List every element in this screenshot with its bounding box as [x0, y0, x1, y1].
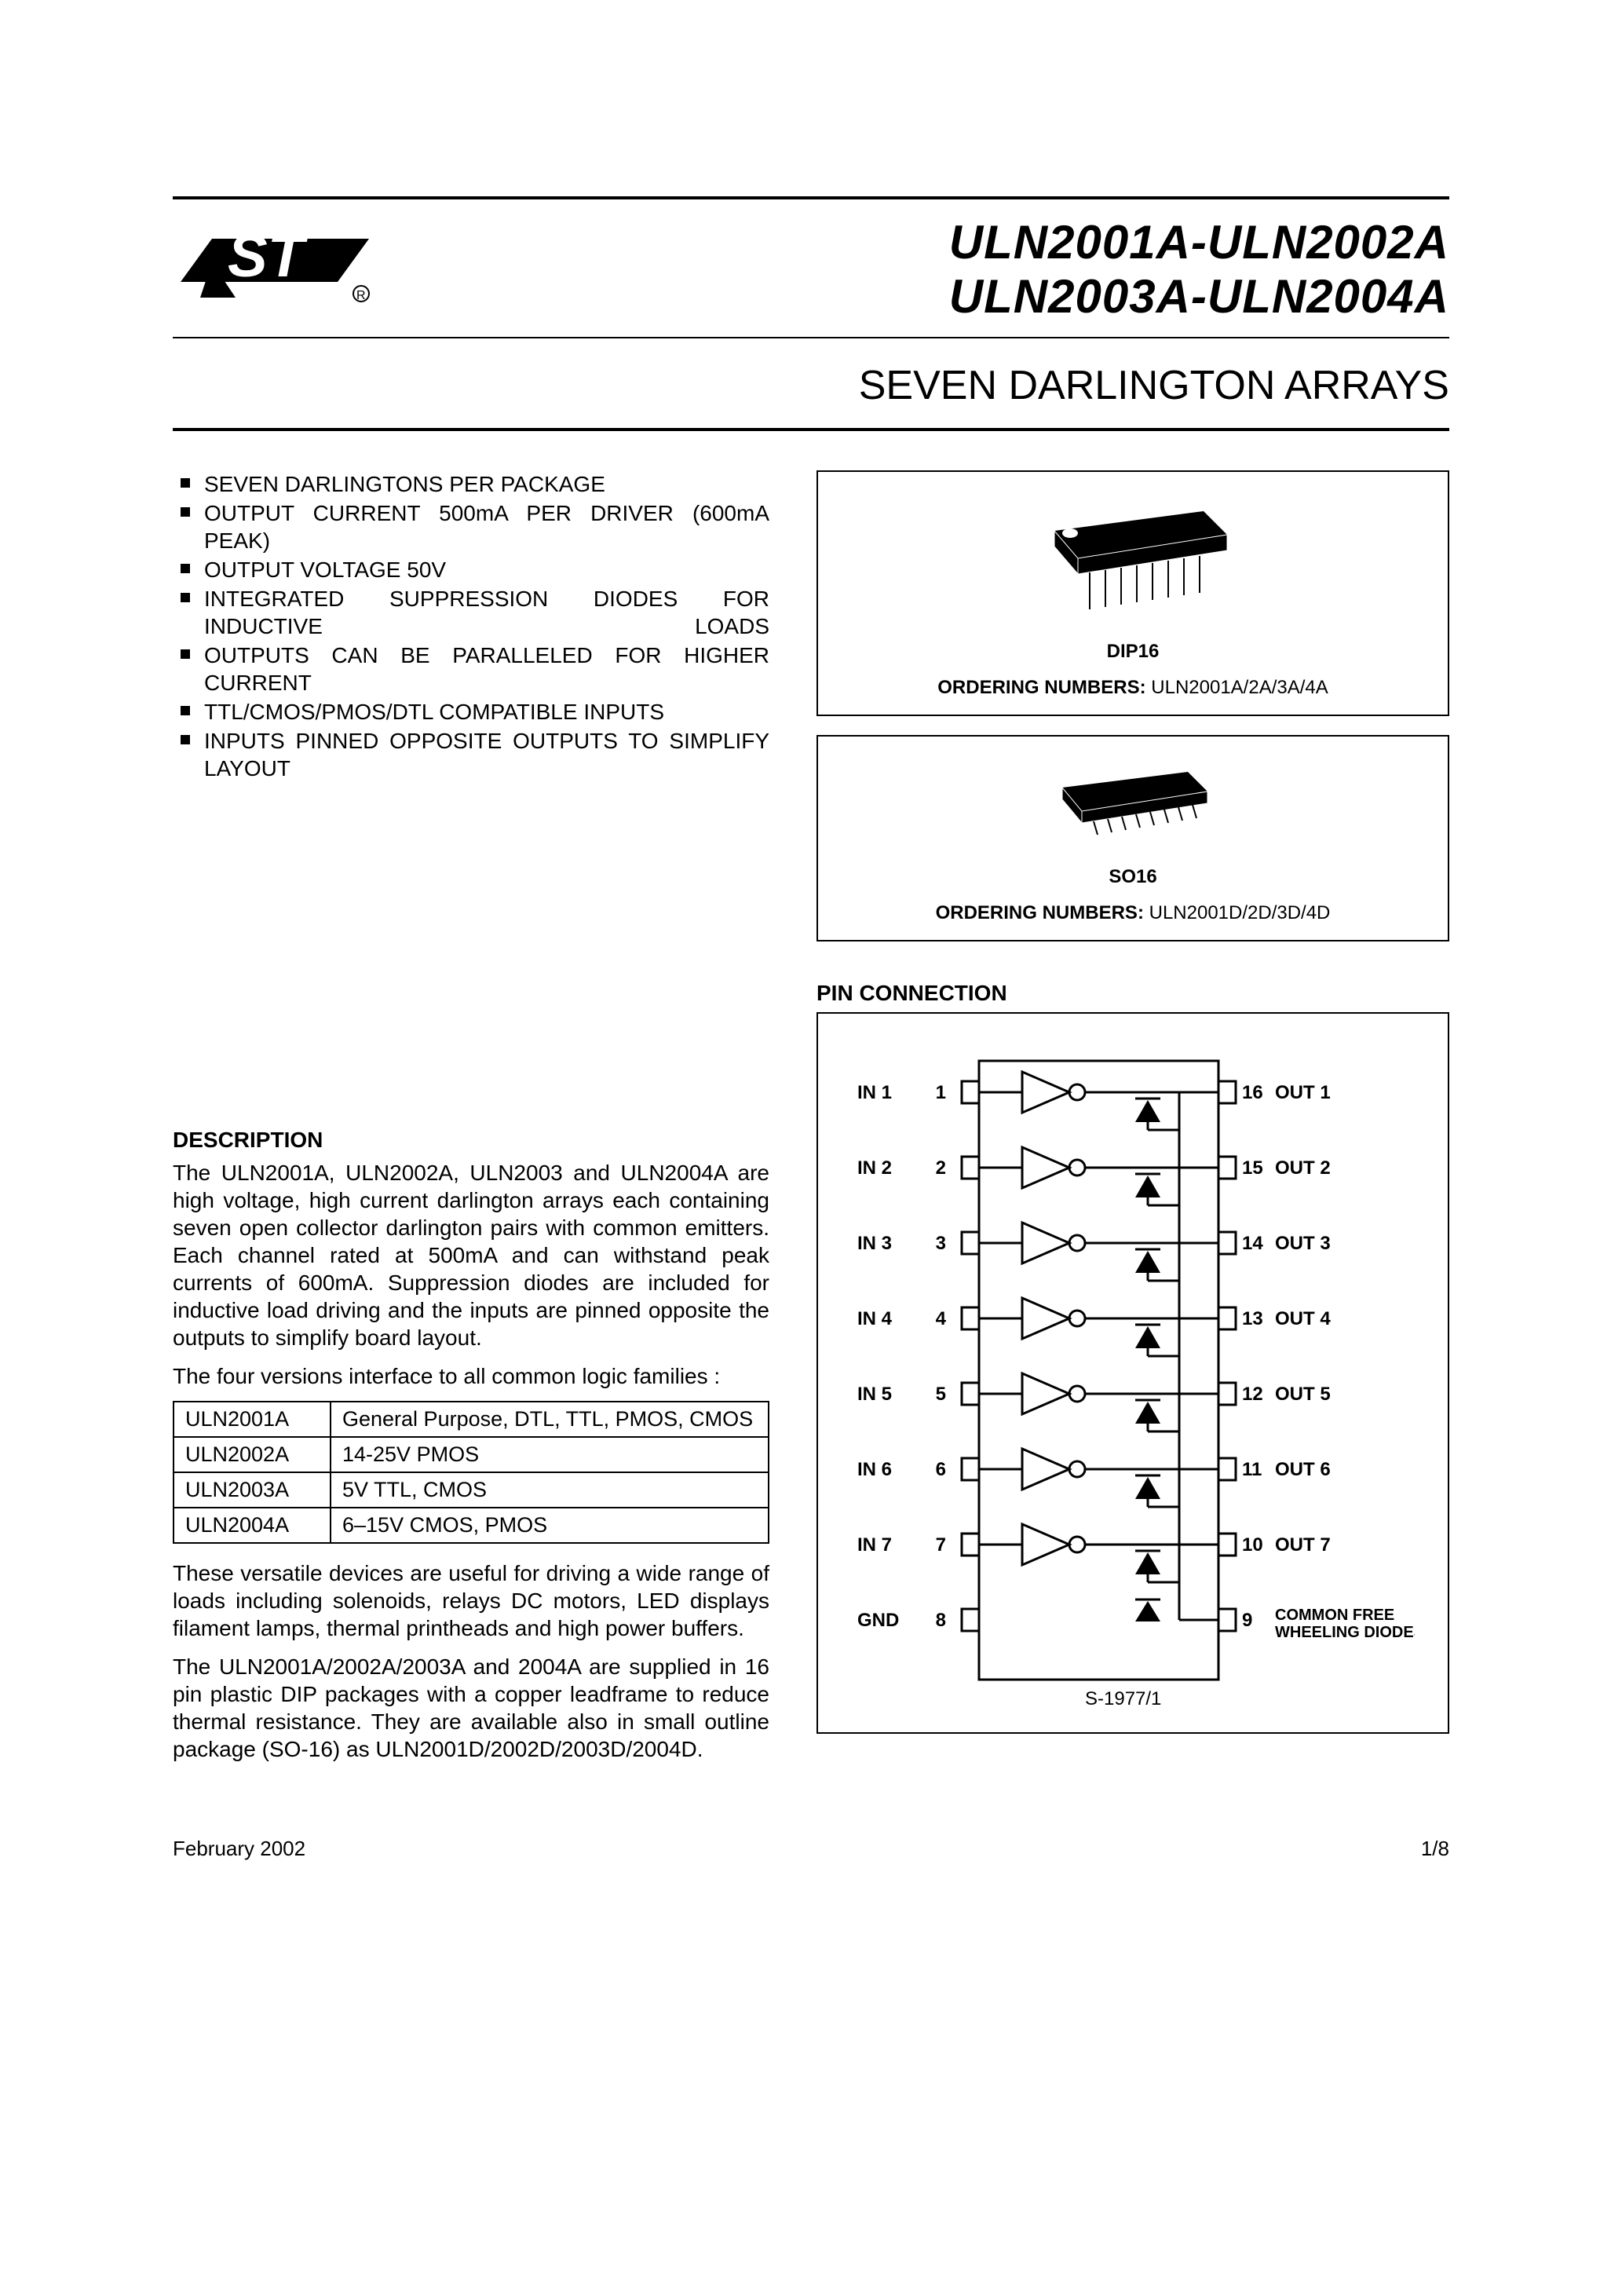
- dip-label: DIP16: [834, 641, 1432, 663]
- feature-item: OUTPUT VOLTAGE 50V: [181, 556, 769, 583]
- svg-text:16: 16: [1242, 1082, 1263, 1103]
- title-line-1: ULN2001A-ULN2002A: [424, 215, 1449, 269]
- so-label: SO16: [834, 866, 1432, 888]
- header: ST R ULN2001A-ULN2002A ULN2003A-ULN2004A: [173, 196, 1449, 329]
- svg-text:OUT 6: OUT 6: [1275, 1459, 1331, 1480]
- svg-text:15: 15: [1242, 1157, 1263, 1179]
- so-ordering: ORDERING NUMBERS: ULN2001D/2D/3D/4D: [834, 902, 1432, 924]
- content: SEVEN DARLINGTONS PER PACKAGEOUTPUT CURR…: [173, 470, 1449, 1774]
- table-cell: ULN2001A: [174, 1402, 331, 1437]
- svg-text:8: 8: [936, 1610, 946, 1631]
- svg-text:IN 3: IN 3: [857, 1233, 892, 1254]
- dip16-icon: [1007, 488, 1259, 629]
- svg-text:OUT 7: OUT 7: [1275, 1534, 1331, 1556]
- svg-text:OUT 3: OUT 3: [1275, 1233, 1331, 1254]
- svg-text:OUT 1: OUT 1: [1275, 1082, 1331, 1103]
- version-table: ULN2001AGeneral Purpose, DTL, TTL, PMOS,…: [173, 1401, 769, 1544]
- description-heading: DESCRIPTION: [173, 1128, 769, 1153]
- footer-page: 1/8: [1421, 1837, 1449, 1861]
- package-dip-box: DIP16 ORDERING NUMBERS: ULN2001A/2A/3A/4…: [816, 470, 1449, 716]
- table-cell: ULN2004A: [174, 1508, 331, 1543]
- footer: February 2002 1/8: [173, 1837, 1449, 1861]
- svg-text:6: 6: [936, 1459, 946, 1480]
- title-block: ULN2001A-ULN2002A ULN2003A-ULN2004A: [424, 215, 1449, 324]
- svg-text:12: 12: [1242, 1384, 1263, 1405]
- package-so-box: SO16 ORDERING NUMBERS: ULN2001D/2D/3D/4D: [816, 735, 1449, 941]
- table-row: ULN2002A14-25V PMOS: [174, 1437, 769, 1472]
- so16-icon: [1031, 752, 1235, 854]
- dip-ordering: ORDERING NUMBERS: ULN2001A/2A/3A/4A: [834, 677, 1432, 699]
- subtitle: SEVEN DARLINGTON ARRAYS: [173, 362, 1449, 409]
- svg-text:OUT 4: OUT 4: [1275, 1308, 1331, 1329]
- svg-text:IN 5: IN 5: [857, 1384, 892, 1405]
- svg-text:IN 2: IN 2: [857, 1157, 892, 1179]
- svg-text:11: 11: [1242, 1459, 1262, 1480]
- table-cell: 6–15V CMOS, PMOS: [331, 1508, 769, 1543]
- subtitle-block: SEVEN DARLINGTON ARRAYS: [173, 337, 1449, 431]
- svg-text:7: 7: [936, 1534, 946, 1556]
- svg-text:13: 13: [1242, 1308, 1263, 1329]
- logo: ST R: [173, 215, 424, 329]
- so-ordering-prefix: ORDERING NUMBERS:: [936, 902, 1144, 923]
- so-ordering-value: ULN2001D/2D/3D/4D: [1144, 902, 1330, 923]
- table-row: ULN2001AGeneral Purpose, DTL, TTL, PMOS,…: [174, 1402, 769, 1437]
- table-cell: 5V TTL, CMOS: [331, 1472, 769, 1508]
- svg-text:IN 4: IN 4: [857, 1308, 893, 1329]
- svg-text:OUT 5: OUT 5: [1275, 1384, 1331, 1405]
- left-column: SEVEN DARLINGTONS PER PACKAGEOUTPUT CURR…: [173, 470, 769, 1774]
- svg-text:9: 9: [1242, 1610, 1252, 1631]
- title-line-2: ULN2003A-ULN2004A: [424, 269, 1449, 324]
- svg-text:2: 2: [936, 1157, 946, 1179]
- svg-text:R: R: [356, 289, 366, 302]
- st-logo-icon: ST R: [173, 215, 377, 325]
- svg-text:4: 4: [936, 1308, 947, 1329]
- description-p3: These versatile devices are useful for d…: [173, 1559, 769, 1642]
- svg-text:14: 14: [1242, 1233, 1263, 1254]
- svg-text:GND: GND: [857, 1610, 899, 1631]
- svg-text:5: 5: [936, 1384, 946, 1405]
- table-row: ULN2003A5V TTL, CMOS: [174, 1472, 769, 1508]
- svg-text:S-1977/1: S-1977/1: [1085, 1688, 1161, 1709]
- svg-text:1: 1: [936, 1082, 946, 1103]
- table-cell: ULN2002A: [174, 1437, 331, 1472]
- description-p4: The ULN2001A/2002A/2003A and 2004A are s…: [173, 1653, 769, 1763]
- svg-text:OUT 2: OUT 2: [1275, 1157, 1331, 1179]
- table-cell: 14-25V PMOS: [331, 1437, 769, 1472]
- feature-item: OUTPUTS CAN BE PARALLELED FOR HIGHER CUR…: [181, 642, 769, 696]
- table-cell: General Purpose, DTL, TTL, PMOS, CMOS: [331, 1402, 769, 1437]
- table-cell: ULN2003A: [174, 1472, 331, 1508]
- svg-text:IN 7: IN 7: [857, 1534, 892, 1556]
- svg-text:IN 6: IN 6: [857, 1459, 892, 1480]
- svg-text:COMMON FREE: COMMON FREE: [1275, 1607, 1394, 1624]
- svg-text:3: 3: [936, 1233, 946, 1254]
- svg-text:ST: ST: [228, 223, 309, 290]
- dip-ordering-prefix: ORDERING NUMBERS:: [937, 677, 1145, 698]
- svg-text:10: 10: [1242, 1534, 1263, 1556]
- feature-item: OUTPUT CURRENT 500mA PER DRIVER (600mA P…: [181, 499, 769, 554]
- svg-text:IN 1: IN 1: [857, 1082, 892, 1103]
- right-column: DIP16 ORDERING NUMBERS: ULN2001A/2A/3A/4…: [816, 470, 1449, 1774]
- footer-date: February 2002: [173, 1837, 305, 1861]
- description-p2: The four versions interface to all commo…: [173, 1362, 769, 1390]
- pin-connection-heading: PIN CONNECTION: [816, 981, 1449, 1006]
- pin-connection-diagram: IN 1116OUT 1IN 2215OUT 2IN 3314OUT 3IN 4…: [816, 1012, 1449, 1734]
- feature-item: SEVEN DARLINGTONS PER PACKAGE: [181, 470, 769, 498]
- feature-list: SEVEN DARLINGTONS PER PACKAGEOUTPUT CURR…: [181, 470, 769, 782]
- description-p1: The ULN2001A, ULN2002A, ULN2003 and ULN2…: [173, 1159, 769, 1351]
- svg-text:WHEELING DIODES: WHEELING DIODES: [1275, 1624, 1415, 1641]
- feature-item: TTL/CMOS/PMOS/DTL COMPATIBLE INPUTS: [181, 698, 769, 726]
- dip-ordering-value: ULN2001A/2A/3A/4A: [1146, 677, 1328, 698]
- pin-diagram-icon: IN 1116OUT 1IN 2215OUT 2IN 3314OUT 3IN 4…: [849, 1037, 1415, 1713]
- feature-item: INPUTS PINNED OPPOSITE OUTPUTS TO SIMPLI…: [181, 727, 769, 782]
- table-row: ULN2004A6–15V CMOS, PMOS: [174, 1508, 769, 1543]
- feature-item: INTEGRATED SUPPRESSION DIODES FOR INDUCT…: [181, 585, 769, 640]
